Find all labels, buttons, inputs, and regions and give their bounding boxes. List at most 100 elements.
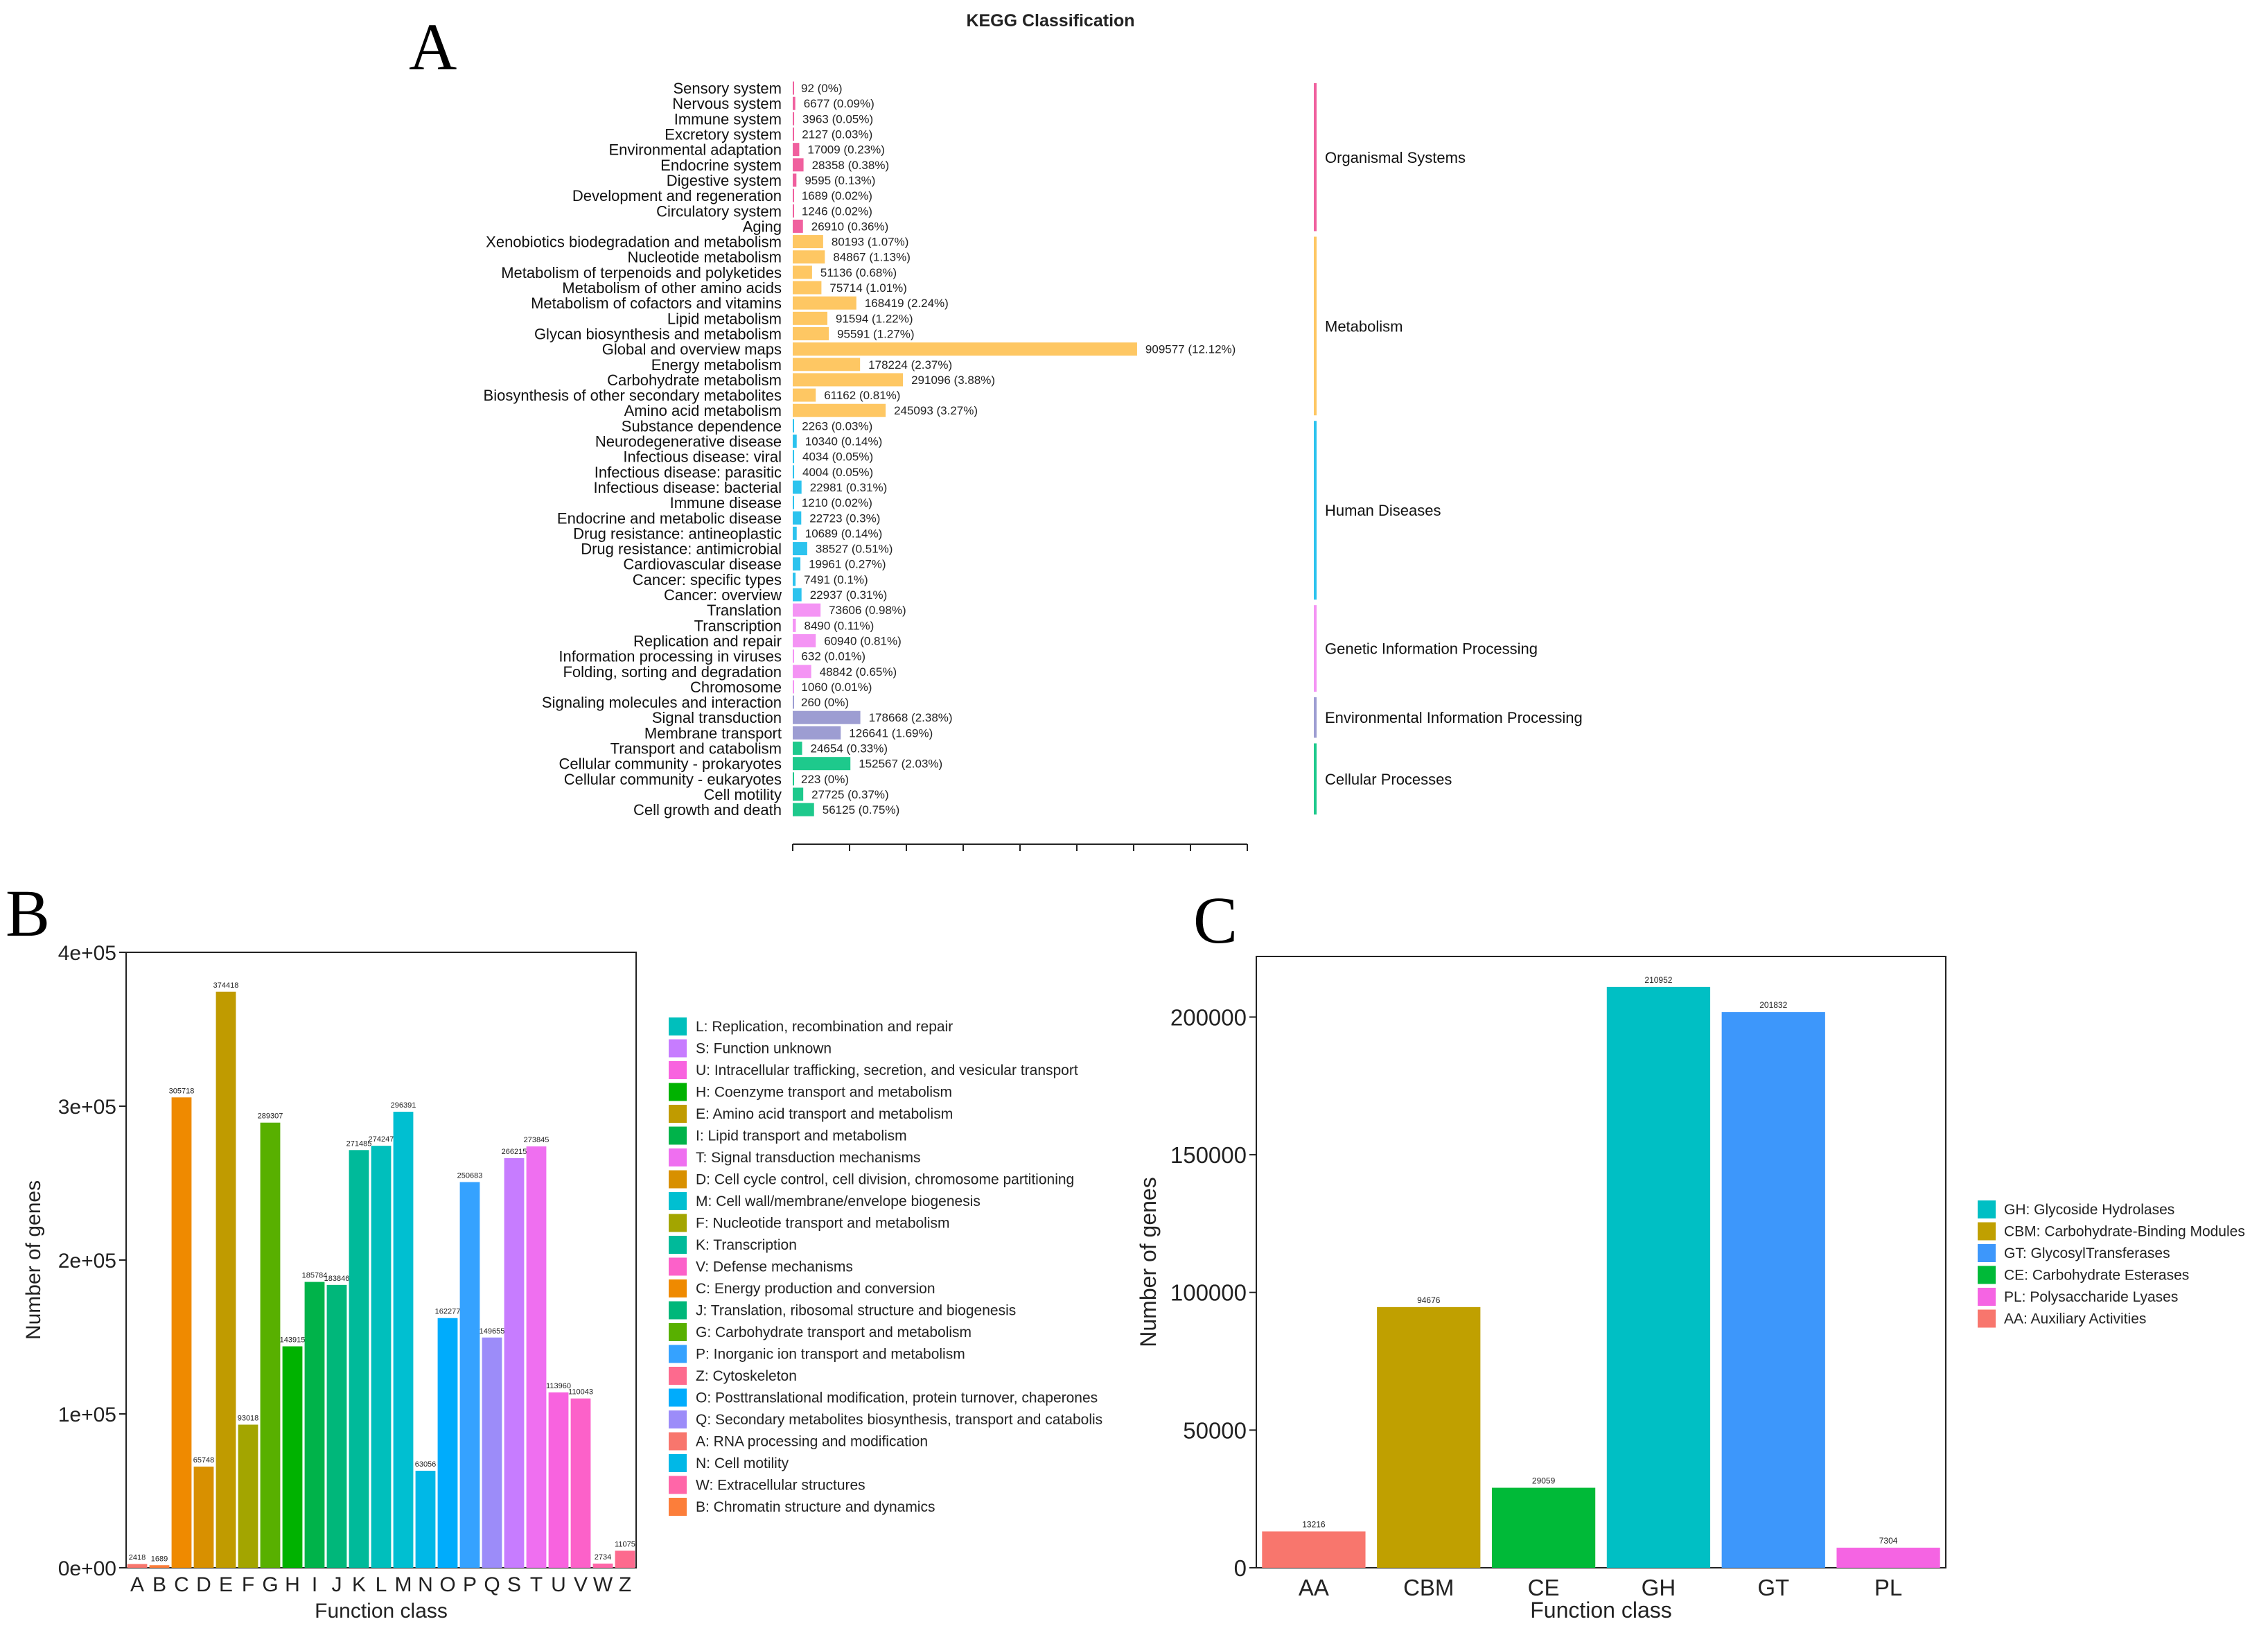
x-tick-label: 2 [845,857,854,859]
category-label: Nervous system [672,95,782,112]
category-label: Carbohydrate metabolism [607,371,782,389]
data-label: 2263 (0.03%) [802,419,872,432]
bar [793,358,861,371]
category-label: Cancer: specific types [633,571,782,588]
legend-swatch [669,1323,687,1341]
bar-b [149,1565,170,1568]
y-tick-label: 4e+05 [58,942,116,965]
legend-entry: K: Transcription [696,1237,797,1253]
category-label: Neurodegenerative disease [595,433,782,451]
legend-swatch [669,1105,687,1123]
legend-swatch [669,1279,687,1297]
category-label: Cell growth and death [633,801,782,819]
legend-entry: V: Defense mechanisms [696,1259,853,1275]
bar [793,342,1137,356]
legend-swatch [669,1388,687,1407]
legend-swatch [669,1257,687,1276]
legend-swatch [669,1410,687,1428]
category-label: Folding, sorting and degradation [563,663,782,681]
category-label: Information processing in viruses [559,648,782,665]
legend-entry: O: Posttranslational modification, prote… [696,1390,1098,1406]
x-tick-label: A [130,1573,144,1596]
x-tick-label: CBM [1403,1575,1454,1600]
data-label: 22723 (0.3%) [809,512,880,525]
category-label: Development and regeneration [572,187,782,204]
bar [793,710,861,724]
bar-k [349,1150,369,1568]
data-label: 149655 [480,1327,505,1336]
data-label: 63056 [415,1460,437,1469]
x-tick-label: P [463,1573,477,1596]
data-label: 22937 (0.31%) [810,588,888,602]
data-label: 1246 (0.02%) [802,204,872,218]
data-label: 1210 (0.02%) [802,496,872,509]
bar [793,633,816,647]
category-label: Nucleotide metabolism [627,249,782,266]
category-label: Metabolism of cofactors and vitamins [531,295,782,312]
bar-gt [1721,1012,1825,1568]
category-label: Signaling molecules and interaction [542,694,782,711]
legend-swatch [1978,1200,1996,1218]
data-label: 178668 (2.38%) [869,711,953,724]
legend-swatch [669,1039,687,1058]
x-tick-label: 8 [1016,857,1024,859]
data-label: 11075 [615,1540,635,1548]
x-axis-title: Function class [1530,1598,1672,1623]
bar [793,388,816,402]
x-tick-label: E [219,1573,233,1596]
data-label: 51136 (0.68%) [820,266,897,279]
legend-entry: G: Carbohydrate transport and metabolism [696,1325,972,1340]
legend-swatch [669,1017,687,1035]
x-axis-title: Function class [315,1600,448,1623]
bar [793,542,807,556]
category-label: Transcription [694,617,782,634]
data-label: 260 (0%) [801,696,849,709]
data-label: 183846 [324,1275,350,1283]
x-tick-label: 16 [1239,857,1256,859]
legend-entry: H: Coenzyme transport and metabolism [696,1085,952,1101]
data-label: 60940 (0.81%) [824,634,902,647]
x-tick-label: PL [1874,1575,1902,1600]
category-label: Transport and catabolism [610,740,782,758]
x-tick-label: B [152,1573,166,1596]
legend-swatch [669,1170,687,1189]
bar [793,787,804,801]
data-label: 2734 [595,1553,611,1562]
bar [793,480,802,494]
data-label: 17009 (0.23%) [807,143,885,157]
category-label: Endocrine and metabolic disease [557,509,782,527]
legend-swatch [1978,1244,1996,1262]
bar [793,204,794,218]
data-label: 291096 (3.88%) [911,374,995,387]
bar [793,680,794,694]
legend-swatch [1978,1266,1996,1284]
data-label: 223 (0%) [801,773,849,786]
x-tick-label: V [574,1573,588,1596]
category-label: Global and overview maps [602,341,782,358]
legend-entry: AA: Auxiliary Activities [2004,1311,2146,1327]
bar-t [526,1146,547,1568]
data-label: 65748 [193,1456,215,1465]
bar-f [238,1424,258,1568]
bar-e [216,991,236,1568]
bar-p [459,1182,480,1568]
panel-label-c: C [1193,883,1238,957]
bar [793,588,802,602]
data-label: 26910 (0.36%) [811,220,889,233]
data-label: 162277 [435,1308,461,1316]
legend-swatch [669,1301,687,1320]
chart-title: KEGG Classification [966,11,1134,30]
x-tick-label: 0 [789,857,797,859]
bar-v [570,1398,591,1568]
legend-swatch [669,1148,687,1166]
bar [793,326,829,340]
x-tick-label: G [262,1573,278,1596]
x-tick-label: AA [1299,1575,1329,1600]
bar [793,665,811,679]
x-tick-label: W [593,1573,613,1596]
x-tick-label: 12 [1125,857,1142,859]
data-label: 374418 [213,981,239,990]
bar [793,265,812,279]
data-label: 1689 [151,1555,168,1563]
data-label: 92 (0%) [801,82,843,95]
